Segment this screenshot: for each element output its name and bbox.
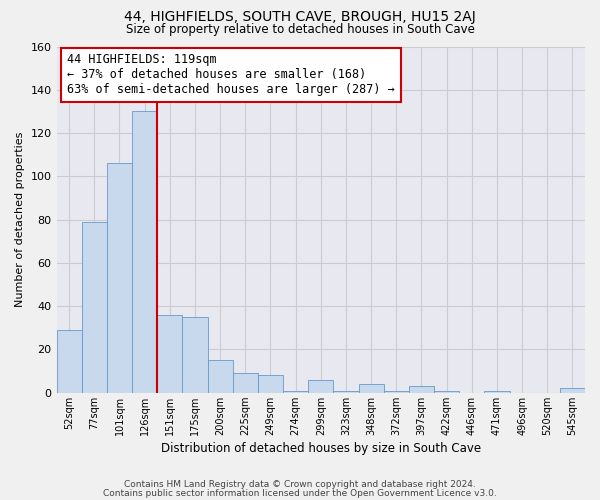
- Bar: [283, 390, 308, 393]
- Text: Contains public sector information licensed under the Open Government Licence v3: Contains public sector information licen…: [103, 488, 497, 498]
- Bar: [409, 386, 434, 393]
- Bar: [258, 376, 283, 393]
- Text: 44, HIGHFIELDS, SOUTH CAVE, BROUGH, HU15 2AJ: 44, HIGHFIELDS, SOUTH CAVE, BROUGH, HU15…: [124, 10, 476, 24]
- Text: Size of property relative to detached houses in South Cave: Size of property relative to detached ho…: [125, 22, 475, 36]
- Y-axis label: Number of detached properties: Number of detached properties: [15, 132, 25, 308]
- Bar: [308, 380, 334, 393]
- Bar: [82, 222, 107, 393]
- Text: 44 HIGHFIELDS: 119sqm
← 37% of detached houses are smaller (168)
63% of semi-det: 44 HIGHFIELDS: 119sqm ← 37% of detached …: [67, 54, 395, 96]
- Bar: [359, 384, 383, 393]
- Bar: [208, 360, 233, 393]
- Bar: [334, 390, 359, 393]
- Bar: [560, 388, 585, 393]
- X-axis label: Distribution of detached houses by size in South Cave: Distribution of detached houses by size …: [161, 442, 481, 455]
- Bar: [182, 317, 208, 393]
- Bar: [434, 390, 459, 393]
- Bar: [56, 330, 82, 393]
- Bar: [233, 374, 258, 393]
- Bar: [157, 315, 182, 393]
- Bar: [107, 164, 132, 393]
- Bar: [484, 390, 509, 393]
- Bar: [383, 390, 409, 393]
- Text: Contains HM Land Registry data © Crown copyright and database right 2024.: Contains HM Land Registry data © Crown c…: [124, 480, 476, 489]
- Bar: [132, 112, 157, 393]
